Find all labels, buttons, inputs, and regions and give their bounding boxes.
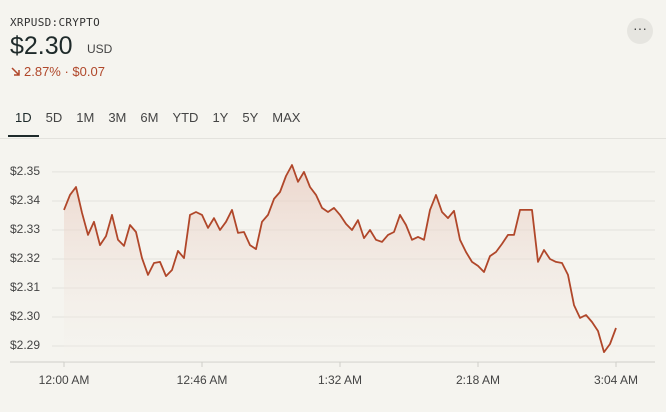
y-tick-label: $2.32: [10, 251, 40, 265]
range-tab[interactable]: 1D: [8, 110, 39, 137]
range-tab[interactable]: YTD: [172, 110, 199, 125]
x-tick-label: 2:18 AM: [456, 373, 500, 387]
area-fill: [64, 165, 616, 362]
y-tick-label: $2.29: [10, 338, 40, 352]
y-tick-label: $2.35: [10, 164, 40, 178]
x-tick-label: 1:32 AM: [318, 373, 362, 387]
range-tab[interactable]: 1Y: [212, 110, 229, 125]
range-tab[interactable]: 1M: [76, 110, 95, 125]
change: 2.87% · $0.07: [24, 64, 105, 79]
symbol: XRPUSD:CRYPTO: [10, 16, 100, 29]
currency: USD: [87, 42, 113, 56]
price-line: [63, 164, 617, 353]
range-tab[interactable]: 5D: [45, 110, 63, 125]
change-row: 2.87% · $0.07: [10, 64, 105, 79]
x-tick-label: 3:04 AM: [594, 373, 638, 387]
y-tick-label: $2.34: [10, 193, 40, 207]
more-button[interactable]: ···: [627, 18, 653, 44]
range-tab[interactable]: MAX: [272, 110, 301, 125]
range-tab[interactable]: 5Y: [242, 110, 259, 125]
y-tick-label: $2.30: [10, 309, 40, 323]
range-tab[interactable]: 6M: [140, 110, 159, 125]
range-tabs: 1D 5D 1M 3M 6M YTD 1Y 5Y MAX: [8, 110, 307, 137]
down-arrow-icon: [11, 67, 20, 76]
x-tick-label: 12:46 AM: [177, 373, 228, 387]
x-tick-label: 12:00 AM: [39, 373, 90, 387]
price: $2.30: [10, 32, 73, 60]
range-tab[interactable]: 3M: [108, 110, 127, 125]
y-tick-label: $2.31: [10, 280, 40, 294]
separator: [0, 138, 666, 139]
y-tick-label: $2.33: [10, 222, 40, 236]
